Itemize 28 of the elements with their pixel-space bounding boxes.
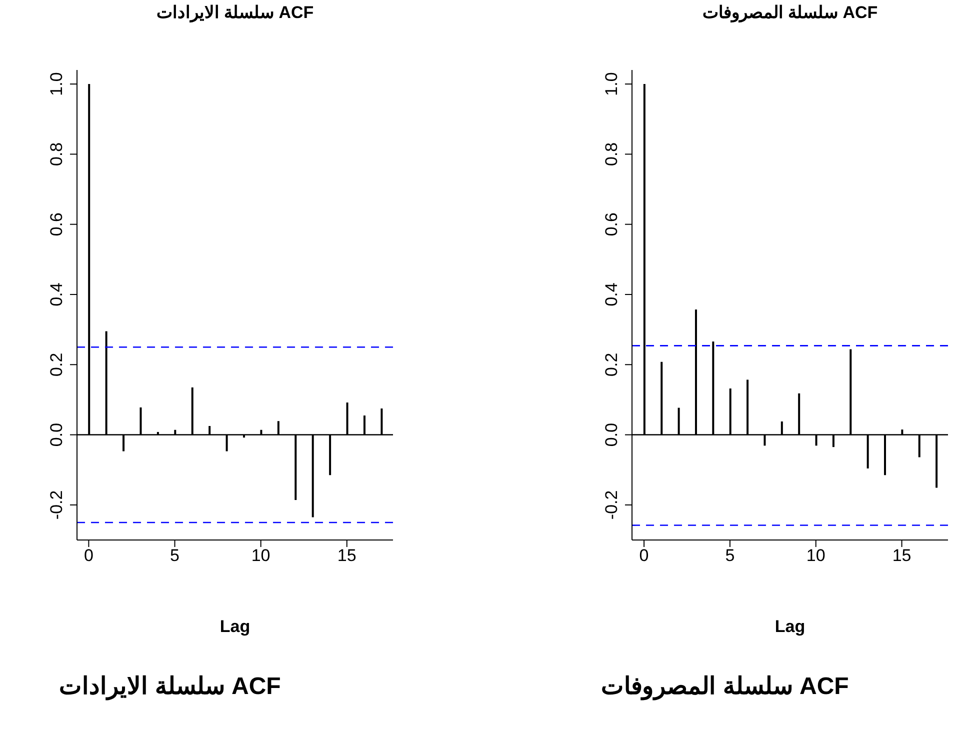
y-tick-label: 0.2 — [47, 352, 66, 376]
y-tick-label: 0.8 — [602, 142, 621, 166]
y-tick-label: 0.6 — [602, 212, 621, 236]
x-tick-label: 5 — [170, 546, 180, 566]
x-tick-label: 0 — [84, 546, 94, 566]
chart-title: ACF سلسلة المصروفات — [701, 2, 879, 23]
y-tick-label: 0.8 — [47, 142, 66, 166]
y-tick-label: 0.0 — [47, 422, 66, 447]
x-tick-label: 0 — [639, 546, 649, 566]
text: ACF سلسلة الايرادات — [58, 672, 282, 701]
x-tick-label: 15 — [892, 546, 912, 566]
x-tick-label: 15 — [337, 546, 356, 566]
y-tick-label: -0.2 — [602, 490, 621, 520]
y-tick-label: 0.2 — [602, 352, 621, 376]
y-tick-label: 1.0 — [602, 72, 621, 96]
y-tick-label: -0.2 — [47, 490, 66, 520]
chart-title: ACF سلسلة الايرادات — [155, 2, 315, 23]
text: ACF سلسلة المصروفات — [600, 672, 850, 701]
x-axis-title: Lag — [774, 617, 806, 636]
x-tick-label: 5 — [725, 546, 735, 566]
y-tick-label: 1.0 — [47, 72, 66, 96]
x-tick-label: 10 — [806, 546, 826, 566]
x-axis-title: Lag — [220, 617, 250, 636]
x-tick-label: 10 — [251, 546, 270, 566]
y-tick-label: 0.4 — [47, 282, 66, 306]
y-tick-label: 0.6 — [47, 212, 66, 236]
y-tick-label: 0.4 — [602, 282, 621, 306]
y-tick-label: 0.0 — [602, 422, 621, 447]
